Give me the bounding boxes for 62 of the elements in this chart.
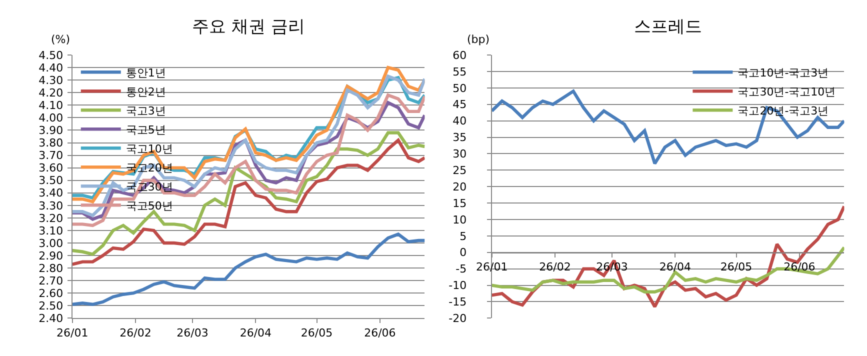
x-tick-label: 26/05: [720, 260, 752, 274]
y-tick-label: 40: [452, 114, 467, 128]
y-tick-label: -5: [456, 262, 467, 276]
y-tick-label: 20: [452, 180, 467, 194]
y-tick-label: 3.80: [38, 136, 64, 150]
x-tick-label: 26/04: [659, 260, 692, 274]
legend-label: 통안2년: [126, 85, 166, 98]
y-tick-label: 3.70: [38, 149, 64, 162]
x-tick-label: 26/02: [539, 260, 571, 274]
y-tick-label: 15: [452, 196, 467, 210]
y-tick-label: 4.30: [38, 74, 64, 87]
y-tick-label: 4.50: [38, 48, 64, 62]
legend-label: 국고50년: [126, 199, 173, 212]
y-tick-label: -10: [448, 279, 467, 292]
legend-label: 국고3년: [126, 104, 166, 118]
y-tick-label: 3.00: [38, 236, 64, 250]
legend-label: 국고5년: [126, 123, 166, 136]
x-tick-label: 26/04: [240, 326, 272, 340]
y-tick-label: 2.70: [38, 274, 64, 288]
y-tick-label: 45: [452, 98, 467, 112]
y-tick-label: 4.10: [38, 99, 64, 112]
chart-title: 스프레드: [634, 17, 702, 37]
y-tick-label: 2.50: [38, 299, 64, 312]
y-tick-label: 4.40: [38, 61, 64, 74]
y-tick-label: 3.60: [38, 162, 64, 175]
y-axis-title: (bp): [467, 33, 490, 46]
y-axis-title: (%): [51, 33, 70, 46]
chart-title: 주요 채권 금리: [192, 17, 305, 37]
y-tick-label: 60: [452, 48, 467, 62]
legend-label: 통안1년: [126, 66, 166, 80]
y-tick-label: 3.90: [38, 124, 64, 138]
y-tick-label: 35: [452, 131, 467, 144]
y-tick-label: 3.40: [38, 186, 64, 200]
y-tick-label: 10: [452, 213, 467, 226]
y-tick-label: 3.30: [38, 199, 64, 212]
y-tick-label: 3.20: [38, 212, 64, 225]
y-tick-label: 5: [460, 230, 467, 243]
legend-label: 국고30년: [126, 180, 173, 194]
y-tick-label: 2.90: [38, 249, 64, 262]
y-tick-label: 50: [452, 82, 467, 95]
legend-label: 국고10년-국고3년: [738, 66, 829, 80]
y-tick-label: -20: [448, 312, 467, 326]
y-tick-label: 4.20: [38, 86, 64, 100]
y-tick-label: 3.50: [38, 174, 64, 188]
y-tick-label: 3.10: [38, 224, 64, 238]
y-tick-label: -15: [448, 296, 467, 309]
y-tick-label: 2.40: [38, 312, 64, 326]
y-tick-label: 55: [452, 65, 467, 78]
y-tick-label: 2.80: [38, 262, 64, 275]
x-tick-label: 26/02: [120, 326, 152, 340]
y-tick-label: 25: [452, 164, 467, 178]
y-tick-label: 30: [452, 148, 467, 161]
legend-label: 국고30년-국고10년: [738, 85, 836, 98]
y-tick-label: 4.00: [38, 112, 64, 125]
x-tick-label: 26/01: [56, 326, 88, 340]
y-tick-label: 0: [460, 246, 467, 260]
x-tick-label: 26/01: [476, 260, 508, 274]
x-tick-label: 26/06: [364, 326, 396, 340]
x-tick-label: 26/05: [300, 326, 333, 340]
x-tick-label: 26/03: [176, 326, 208, 340]
legend-label: 국고10년: [126, 142, 173, 156]
y-tick-label: 2.60: [38, 286, 64, 300]
